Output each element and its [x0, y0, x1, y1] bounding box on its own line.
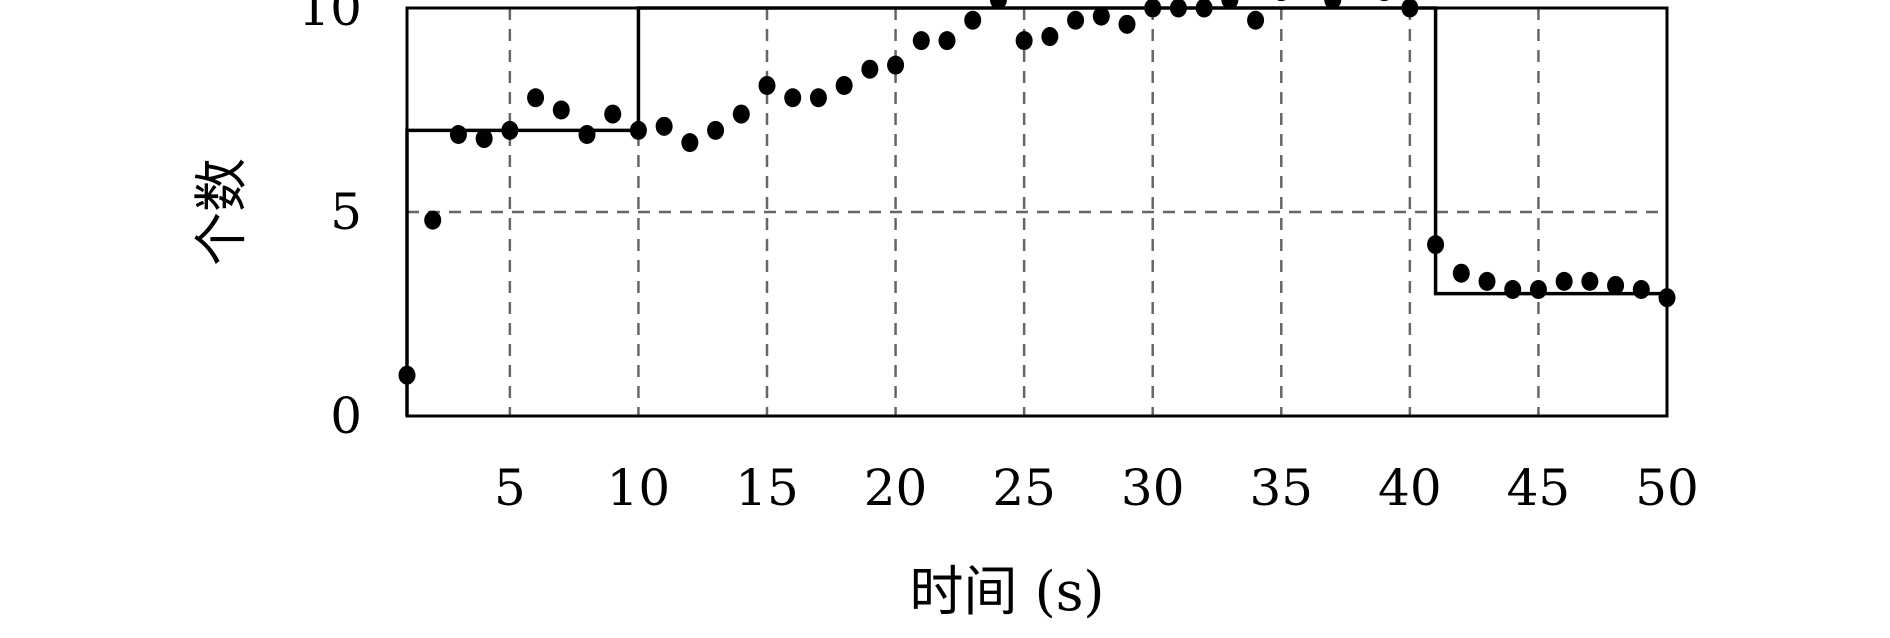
- data-point: [1632, 280, 1650, 300]
- data-point: [1607, 275, 1625, 295]
- data-point: [527, 88, 545, 108]
- x-tick-label: 10: [607, 459, 671, 517]
- x-tick-label: 5: [494, 459, 526, 517]
- y-axis-label: 个数: [190, 158, 253, 266]
- data-point: [501, 120, 519, 140]
- x-tick-label: 25: [992, 459, 1056, 517]
- x-tick-label: 20: [864, 459, 928, 517]
- data-point: [887, 55, 905, 75]
- data-point: [655, 116, 673, 136]
- data-point: [1118, 14, 1136, 34]
- data-point: [1067, 10, 1085, 30]
- data-point: [707, 120, 725, 140]
- marker-series: [398, 0, 1676, 385]
- x-tick-label: 15: [735, 459, 799, 517]
- data-point: [604, 104, 622, 124]
- data-point: [1015, 31, 1033, 51]
- data-point: [1041, 27, 1059, 47]
- data-point: [964, 10, 982, 30]
- data-point: [475, 129, 493, 149]
- data-point: [809, 88, 827, 108]
- data-point: [424, 210, 442, 230]
- data-point: [1478, 271, 1496, 291]
- x-tick-label: 40: [1378, 459, 1442, 517]
- data-point: [552, 100, 570, 120]
- grid-lines: [407, 6, 1669, 416]
- y-tick-labels: 0 5 10: [298, 0, 362, 445]
- data-point: [1380, 0, 1389, 2]
- data-point: [1092, 6, 1110, 26]
- x-tick-labels: 5 10 15 20 25 30 35 40 45 50: [494, 459, 1699, 517]
- data-point: [912, 31, 930, 51]
- data-point: [938, 31, 956, 51]
- x-tick-label: 50: [1635, 459, 1699, 517]
- data-point: [1581, 271, 1599, 291]
- x-tick-label: 30: [1121, 459, 1185, 517]
- y-tick-label: 0: [330, 387, 362, 445]
- x-axis-label: 时间 (s): [909, 560, 1104, 623]
- data-point: [1277, 0, 1286, 2]
- x-tick-label: 35: [1249, 459, 1313, 517]
- data-point: [784, 88, 802, 108]
- data-point: [449, 124, 467, 144]
- data-point: [1555, 271, 1573, 291]
- y-tick-label: 10: [298, 0, 362, 37]
- y-tick-label: 5: [330, 183, 362, 241]
- data-point: [1504, 280, 1522, 300]
- data-point: [835, 76, 853, 96]
- data-point: [578, 124, 596, 144]
- data-point: [629, 120, 647, 140]
- plot-frame: [405, 6, 1669, 418]
- data-point: [1247, 10, 1265, 30]
- data-point: [861, 59, 879, 79]
- data-point: [1452, 263, 1470, 283]
- data-point: [758, 76, 776, 96]
- data-point: [732, 104, 750, 124]
- x-tick-label: 45: [1507, 459, 1571, 517]
- data-point: [1427, 235, 1445, 255]
- data-point: [1529, 280, 1547, 300]
- data-point: [681, 133, 699, 153]
